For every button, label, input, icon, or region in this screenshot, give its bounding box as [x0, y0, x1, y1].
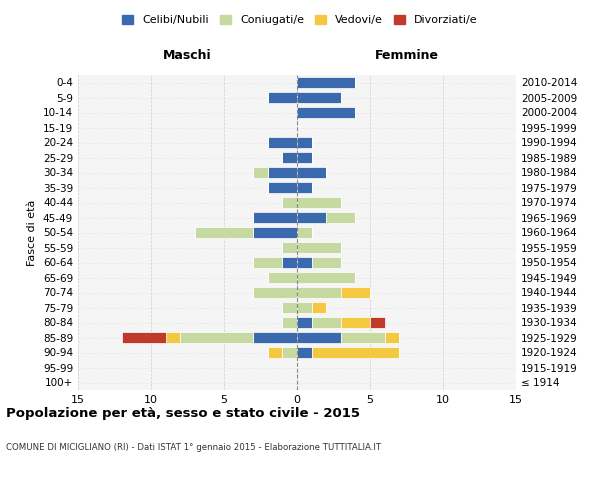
Bar [283, 152, 297, 163]
Bar [297, 107, 355, 118]
Bar [297, 272, 355, 283]
Bar [122, 332, 166, 343]
Bar [311, 257, 341, 268]
Bar [253, 257, 283, 268]
Bar [283, 242, 297, 253]
Bar [297, 77, 355, 88]
Bar [297, 317, 311, 328]
Legend: Celibi/Nubili, Coniugati/e, Vedovi/e, Divorziati/e: Celibi/Nubili, Coniugati/e, Vedovi/e, Di… [118, 10, 482, 30]
Bar [297, 227, 311, 238]
Bar [341, 287, 370, 298]
Bar [297, 137, 311, 148]
Bar [385, 332, 399, 343]
Bar [311, 347, 399, 358]
Bar [297, 167, 326, 178]
Text: COMUNE DI MICIGLIANO (RI) - Dati ISTAT 1° gennaio 2015 - Elaborazione TUTTITALIA: COMUNE DI MICIGLIANO (RI) - Dati ISTAT 1… [6, 442, 381, 452]
Bar [297, 212, 326, 223]
Bar [253, 167, 268, 178]
Bar [297, 287, 341, 298]
Bar [268, 182, 297, 193]
Bar [253, 287, 297, 298]
Bar [253, 227, 297, 238]
Bar [297, 182, 311, 193]
Bar [268, 137, 297, 148]
Text: Maschi: Maschi [163, 50, 212, 62]
Bar [268, 92, 297, 103]
Bar [283, 197, 297, 208]
Y-axis label: Anni di nascita: Anni di nascita [597, 191, 600, 274]
Bar [268, 272, 297, 283]
Text: Popolazione per età, sesso e stato civile - 2015: Popolazione per età, sesso e stato civil… [6, 408, 360, 420]
Bar [297, 197, 341, 208]
Bar [297, 257, 311, 268]
Bar [341, 332, 385, 343]
Bar [370, 317, 385, 328]
Bar [297, 242, 341, 253]
Bar [253, 332, 297, 343]
Bar [297, 347, 311, 358]
Bar [253, 212, 297, 223]
Bar [180, 332, 253, 343]
Bar [166, 332, 180, 343]
Bar [341, 317, 370, 328]
Bar [297, 302, 311, 313]
Y-axis label: Fasce di età: Fasce di età [28, 200, 37, 266]
Bar [311, 302, 326, 313]
Bar [297, 92, 341, 103]
Bar [283, 257, 297, 268]
Bar [283, 347, 297, 358]
Bar [195, 227, 253, 238]
Bar [283, 302, 297, 313]
Bar [268, 347, 283, 358]
Bar [311, 317, 341, 328]
Bar [268, 167, 297, 178]
Text: Femmine: Femmine [374, 50, 439, 62]
Bar [326, 212, 355, 223]
Bar [297, 332, 341, 343]
Bar [283, 317, 297, 328]
Bar [297, 152, 311, 163]
